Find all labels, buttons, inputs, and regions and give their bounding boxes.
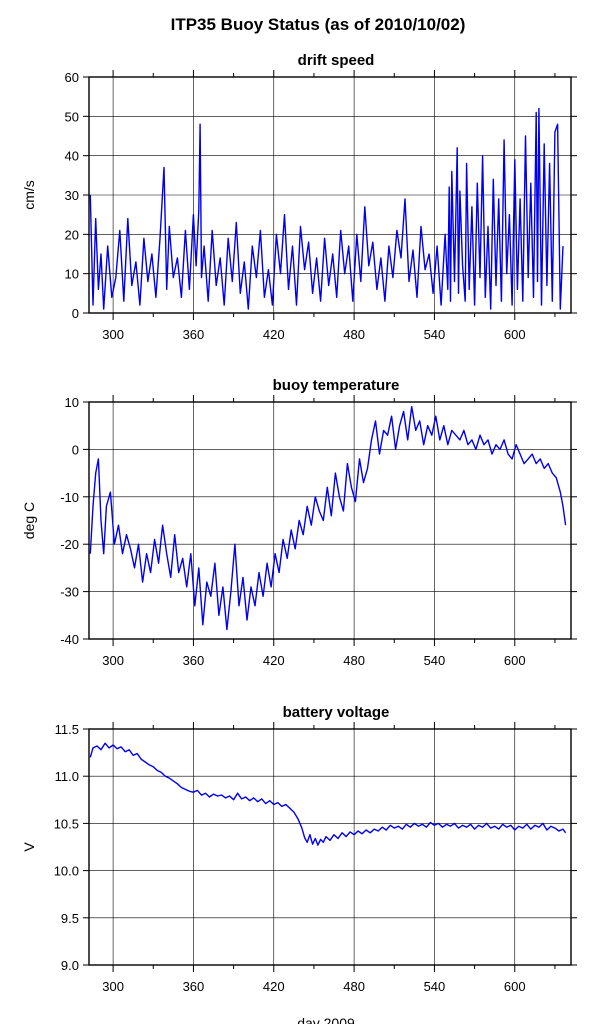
buoy-temperature-y-axis-label: deg C <box>21 502 37 539</box>
drift-speed-chart: 300 360 420 480 540 600 0 10 20 30 40 50 60 drift spe… <box>21 52 577 342</box>
battery-voltage-x-tick-label: 420 <box>263 979 285 994</box>
drift-speed-y-tick-label: 20 <box>65 227 79 242</box>
drift-speed-x-tick-label: 300 <box>102 327 124 342</box>
figure-x-axis-label: day 2009 <box>297 1015 355 1024</box>
battery-voltage-panel-title: battery voltage <box>283 704 390 721</box>
buoy-temperature-x-tick-label: 540 <box>424 653 446 668</box>
buoy-temperature-x-tick-label: 600 <box>504 653 526 668</box>
drift-speed-y-axis-label: cm/s <box>21 180 37 210</box>
buoy-temperature-chart: 300 360 420 480 540 600 -40 -30 -20 -10 0 10 buoy te… <box>21 377 577 668</box>
buoy-temperature-y-tick-label: -20 <box>60 537 79 552</box>
drift-speed-x-tick-label: 540 <box>424 327 446 342</box>
buoy-temperature-y-tick-label: -30 <box>60 585 79 600</box>
battery-voltage-x-tick-label: 300 <box>102 979 124 994</box>
buoy-temperature-series-line <box>89 406 567 631</box>
battery-voltage-y-tick-label: 10.0 <box>54 864 79 879</box>
battery-voltage-y-tick-label: 9.0 <box>61 958 79 973</box>
drift-speed-x-tick-label: 420 <box>263 327 285 342</box>
battery-voltage-x-tick-label: 360 <box>183 979 205 994</box>
drift-speed-x-tick-label: 600 <box>504 327 526 342</box>
buoy-temperature-x-tick-label: 300 <box>102 653 124 668</box>
battery-voltage-y-tick-label: 11.5 <box>55 722 79 737</box>
battery-voltage-series-line <box>89 742 567 846</box>
drift-speed-y-tick-label: 0 <box>72 306 79 321</box>
battery-voltage-y-tick-label: 10.5 <box>54 816 79 831</box>
drift-speed-y-tick-label: 60 <box>65 70 79 85</box>
battery-voltage-x-tick-label: 480 <box>343 979 365 994</box>
buoy-temperature-x-tick-label: 480 <box>343 653 365 668</box>
buoy-temperature-x-tick-label: 420 <box>263 653 285 668</box>
battery-voltage-y-tick-label: 9.5 <box>61 911 79 926</box>
drift-speed-y-tick-label: 10 <box>65 267 79 282</box>
battery-voltage-y-tick-label: 11.0 <box>55 769 79 784</box>
battery-voltage-x-tick-label: 600 <box>504 979 526 994</box>
battery-voltage-plot-frame <box>88 728 572 966</box>
buoy-temperature-y-tick-label: 0 <box>72 442 79 457</box>
buoy-temperature-panel-title: buoy temperature <box>273 377 400 394</box>
buoy-temperature-y-tick-label: 10 <box>65 395 79 410</box>
drift-speed-y-tick-label: 30 <box>65 188 79 203</box>
drift-speed-y-tick-label: 50 <box>65 109 79 124</box>
drift-speed-x-tick-label: 480 <box>343 327 365 342</box>
drift-speed-x-tick-label: 360 <box>183 327 205 342</box>
battery-voltage-x-tick-label: 540 <box>424 979 446 994</box>
battery-voltage-chart: 300 360 420 480 540 600 9.0 9.5 10.0 10.5 11.0 11.5… <box>21 704 577 994</box>
buoy-temperature-y-tick-label: -40 <box>60 632 79 647</box>
buoy-temperature-x-tick-label: 360 <box>183 653 205 668</box>
buoy-temperature-plot-frame <box>88 401 572 640</box>
figure-title: ITP35 Buoy Status (as of 2010/10/02) <box>171 15 466 34</box>
drift-speed-y-tick-label: 40 <box>65 149 79 164</box>
drift-speed-panel-title: drift speed <box>298 52 375 69</box>
battery-voltage-y-axis-label: V <box>21 842 37 852</box>
drift-speed-series-line <box>89 107 564 310</box>
buoy-temperature-y-tick-label: -10 <box>60 490 79 505</box>
